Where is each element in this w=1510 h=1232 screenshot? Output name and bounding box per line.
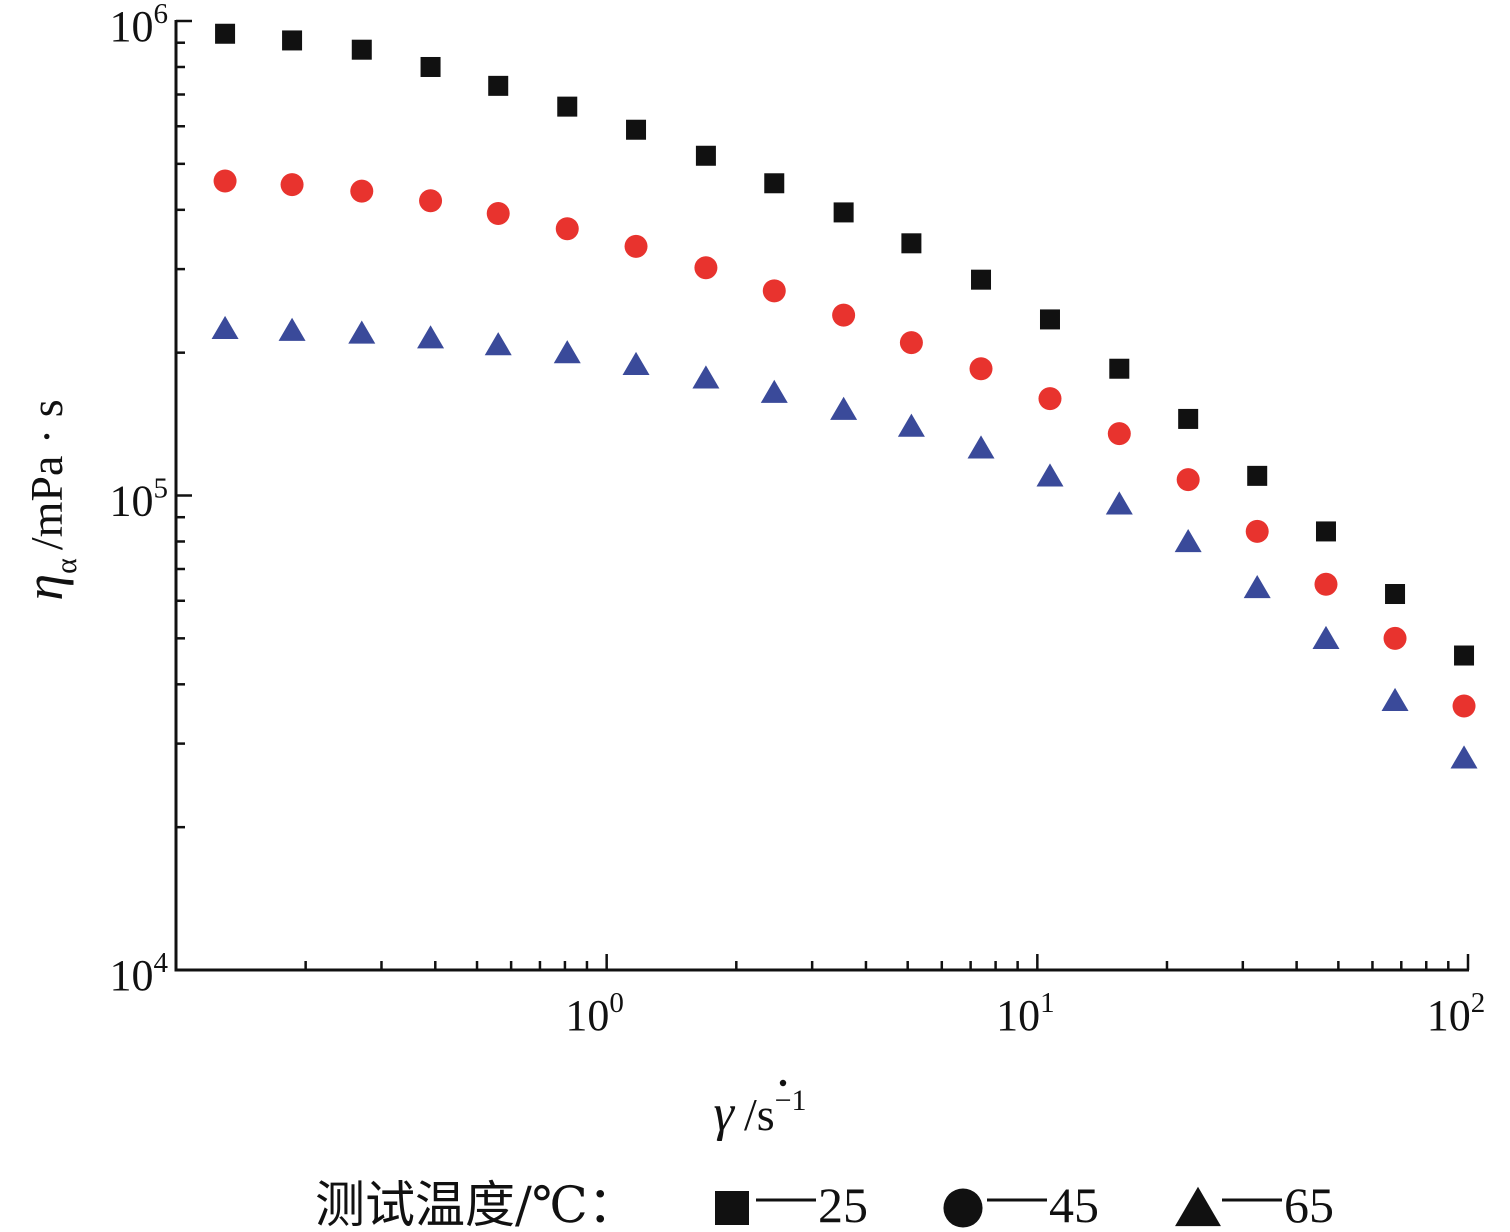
- data-point-65: [692, 365, 720, 389]
- data-point-65: [830, 396, 858, 420]
- legend-marker-square: [715, 1191, 749, 1225]
- data-point-25: [1247, 465, 1268, 486]
- data-point-45: [762, 279, 786, 303]
- data-point-45: [1383, 626, 1407, 650]
- x-axis-symbol-dot: [779, 1079, 787, 1087]
- data-point-65: [1174, 528, 1202, 553]
- y-tick-label: 105: [110, 473, 169, 526]
- legend: 测试温度/℃： 25 45 65: [315, 1176, 1334, 1232]
- data-point-45: [1107, 422, 1131, 446]
- data-point-65: [417, 325, 445, 349]
- data-point-25: [1454, 645, 1475, 666]
- data-point-65: [897, 413, 925, 437]
- data-point-25: [1385, 584, 1406, 605]
- data-point-65: [1381, 687, 1409, 712]
- series-25: [215, 23, 1475, 666]
- legend-item-45: 45: [943, 1177, 1099, 1232]
- data-point-65: [967, 435, 995, 459]
- data-point-45: [624, 234, 648, 258]
- data-point-45: [694, 256, 718, 280]
- data-point-65: [1036, 463, 1064, 487]
- x-axis-symbol: γ: [713, 1085, 735, 1142]
- data-point-45: [213, 169, 237, 193]
- x-tick-label: 101: [996, 987, 1055, 1040]
- data-point-25: [215, 23, 236, 44]
- data-point-45: [899, 331, 923, 355]
- svg-text:γ/s−1: γ/s−1: [713, 1084, 806, 1142]
- legend-label: 45: [1049, 1177, 1099, 1232]
- x-axis-title: γ/s−1: [713, 1079, 807, 1142]
- data-point-65: [622, 351, 650, 375]
- data-point-45: [1314, 572, 1338, 596]
- data-marks: [211, 23, 1478, 769]
- data-point-65: [278, 317, 306, 341]
- data-point-45: [969, 357, 993, 381]
- data-point-25: [351, 39, 372, 60]
- legend-label: 25: [818, 1177, 868, 1232]
- data-point-65: [760, 379, 788, 403]
- svg-text:ηα/mPa · s: ηα/mPa · s: [14, 399, 83, 600]
- data-point-25: [626, 119, 647, 140]
- data-point-25: [488, 75, 509, 96]
- x-tick-label: 102: [1427, 987, 1486, 1040]
- data-point-45: [1176, 468, 1200, 492]
- legend-marker-circle: [943, 1188, 983, 1228]
- data-point-25: [282, 30, 303, 51]
- data-point-25: [420, 56, 441, 77]
- data-point-45: [486, 201, 510, 225]
- data-point-25: [833, 202, 854, 223]
- series-45: [213, 169, 1476, 718]
- legend-title: 测试温度/℃：: [315, 1176, 638, 1232]
- data-point-25: [695, 145, 716, 166]
- legend-label: 65: [1284, 1177, 1334, 1232]
- y-axis-subscript: α: [50, 558, 83, 574]
- data-point-45: [555, 217, 579, 241]
- data-point-65: [211, 315, 239, 340]
- data-point-45: [1245, 519, 1269, 543]
- y-axis-symbol: η: [14, 574, 74, 601]
- axes: [174, 20, 1469, 972]
- data-point-65: [1312, 625, 1340, 649]
- data-point-45: [419, 189, 443, 213]
- data-point-65: [553, 340, 581, 364]
- series-65: [211, 315, 1478, 769]
- data-point-65: [1450, 745, 1478, 769]
- data-point-65: [1105, 491, 1133, 515]
- legend-items: 25 45 65: [715, 1177, 1334, 1232]
- data-point-65: [1243, 574, 1271, 599]
- data-point-25: [1315, 521, 1336, 542]
- y-axis-unit: /mPa · s: [21, 399, 72, 550]
- legend-marker-triangle: [1175, 1186, 1221, 1227]
- data-point-65: [484, 332, 512, 356]
- y-tick-label: 104: [110, 947, 169, 1000]
- data-point-25: [557, 96, 578, 117]
- y-axis-title: ηα/mPa · s: [14, 399, 83, 600]
- legend-item-65: 65: [1175, 1177, 1334, 1232]
- data-point-45: [832, 303, 856, 327]
- x-axis-exponent: −1: [775, 1084, 807, 1117]
- x-axis-unit: /s: [744, 1089, 775, 1140]
- data-point-25: [901, 233, 922, 254]
- legend-item-25: 25: [715, 1177, 868, 1232]
- data-point-45: [1038, 387, 1062, 411]
- y-tick-label: 106: [110, 0, 169, 51]
- data-point-45: [280, 173, 304, 197]
- data-point-45: [1452, 694, 1476, 718]
- x-tick-label: 100: [565, 987, 624, 1040]
- data-point-65: [348, 320, 376, 344]
- data-point-25: [971, 269, 992, 290]
- data-point-25: [764, 173, 785, 194]
- data-point-25: [1178, 408, 1199, 429]
- ticks: 100 101 102 104 105 106: [110, 0, 1486, 1040]
- data-point-45: [350, 179, 374, 203]
- data-point-25: [1109, 358, 1130, 379]
- data-point-25: [1039, 309, 1060, 330]
